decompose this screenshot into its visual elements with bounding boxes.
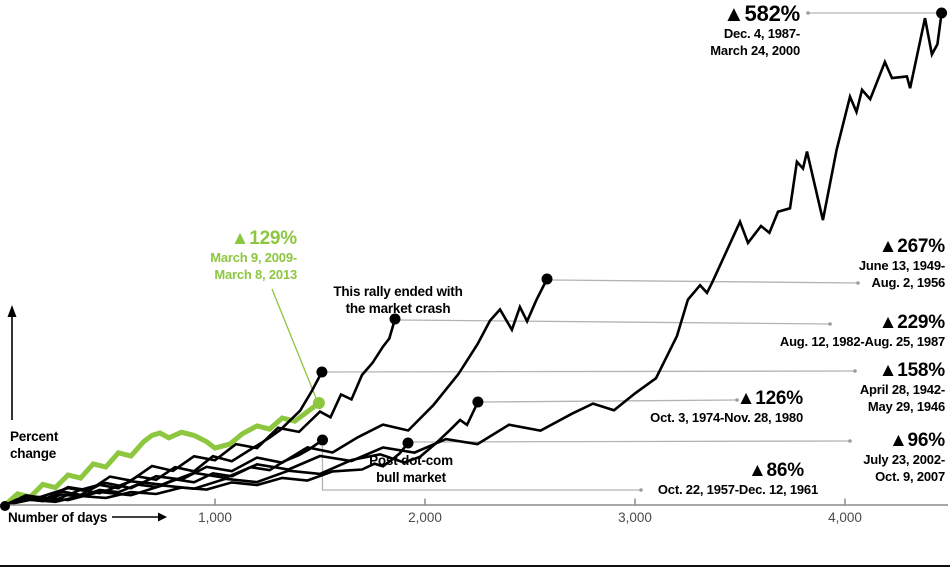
connector-tip-1 (856, 281, 860, 285)
connector-tip-0 (806, 11, 810, 15)
connector-tip-5 (848, 439, 852, 443)
rally-endpoint-s2009 (312, 397, 325, 409)
note-market-crash: This rally ended with the market crash (308, 283, 488, 317)
rally-line-s1942 (4, 371, 324, 507)
connector-line-5 (412, 440, 851, 443)
note-line: Post dot-com (369, 453, 453, 468)
gain-label-229: ▲229% (878, 312, 946, 333)
annotation-1982-1987: ▲229% Aug. 12, 1982-Aug. 25, 1987 (780, 312, 945, 351)
gain-label-267: ▲267% (878, 236, 946, 257)
gain-label-96: ▲96% (888, 430, 945, 451)
y-axis-label: Percent change (10, 429, 59, 461)
annotation-2009-2013: ▲129% March 9, 2009- March 8, 2013 (210, 228, 297, 283)
green-leader-line (271, 288, 317, 399)
date-range: March 24, 2000 (710, 42, 800, 58)
rally-endpoint-s1942 (316, 366, 328, 378)
y-axis-arrow-head (7, 305, 17, 317)
x-tick-4000: 4,000 (828, 510, 862, 525)
note-post-dotcom: Post dot-com bull market (336, 452, 486, 486)
connector-line-6 (321, 446, 641, 491)
connector-tip-4 (735, 398, 739, 402)
note-line: This rally ended with (333, 284, 463, 299)
origin-dot (0, 501, 10, 511)
annotation-1942-1946: ▲158% April 28, 1942- May 29, 1946 (860, 360, 945, 415)
x-axis-arrow-head (158, 512, 167, 522)
rally-endpoint-s1974 (472, 396, 484, 408)
rally-line-s1974 (4, 401, 480, 507)
date-range: Oct. 9, 2007 (875, 468, 945, 484)
rally-endpoint-s1949 (541, 273, 553, 285)
annotation-1987-2000: ▲582% Dec. 4, 1987- March 24, 2000 (710, 2, 800, 59)
x-tick-1000: 1,000 (198, 510, 232, 525)
gain-label-86: ▲86% (747, 460, 804, 481)
annotation-1957-1961: ▲86% Oct. 22, 1957-Dec. 12, 1961 (658, 460, 818, 499)
date-range: Aug. 2, 1956 (871, 274, 946, 290)
connector-line-4 (482, 399, 738, 403)
date-range: June 13, 1949- (858, 258, 945, 273)
rally-endpoint-s1987 (936, 7, 948, 19)
bottom-divider (0, 565, 950, 567)
note-line: the market crash (345, 301, 451, 316)
gain-label-129: ▲129% (230, 228, 298, 249)
date-range: March 8, 2013 (214, 266, 297, 282)
rally-endpoint-s1982 (389, 313, 401, 325)
x-tick-2000: 2,000 (408, 510, 442, 525)
date-range: May 29, 1946 (867, 398, 945, 414)
rally-line-s1957 (4, 438, 324, 507)
date-range: March 9, 2009- (210, 250, 297, 265)
connector-line-1 (551, 279, 859, 284)
rally-line-s1982 (4, 318, 397, 507)
rally-line-s2009 (3, 401, 321, 507)
connector-tip-3 (853, 369, 857, 373)
connector-tip-6 (639, 488, 643, 492)
gain-label-126: ▲126% (736, 388, 804, 409)
annotation-1949-1956: ▲267% June 13, 1949- Aug. 2, 1956 (859, 236, 945, 291)
rally-endpoint-s1957 (317, 434, 328, 446)
gain-label-158: ▲158% (878, 360, 946, 381)
connector-line-2 (399, 319, 831, 325)
date-range: April 28, 1942- (859, 382, 945, 397)
date-range: Oct. 22, 1957-Dec. 12, 1961 (657, 482, 818, 497)
note-line: bull market (376, 470, 446, 485)
rally-line-s1949 (4, 278, 549, 507)
connector-line-3 (326, 370, 856, 373)
rally-endpoint-s2002 (402, 437, 414, 449)
annotation-2002-2007: ▲96% July 23, 2002- Oct. 9, 2007 (863, 430, 945, 485)
date-range: Dec. 4, 1987- (723, 26, 800, 41)
date-range: Oct. 3, 1974-Nov. 28, 1980 (650, 410, 803, 425)
connector-tip-2 (828, 322, 832, 326)
x-axis-label: Number of days (8, 510, 108, 525)
gain-label-582: ▲582% (722, 1, 800, 26)
x-tick-3000: 3,000 (618, 510, 652, 525)
annotation-1974-1980: ▲126% Oct. 3, 1974-Nov. 28, 1980 (650, 388, 803, 427)
date-range: Aug. 12, 1982-Aug. 25, 1987 (779, 334, 945, 349)
date-range: July 23, 2002- (863, 452, 945, 467)
rally-line-s1987 (4, 12, 943, 507)
